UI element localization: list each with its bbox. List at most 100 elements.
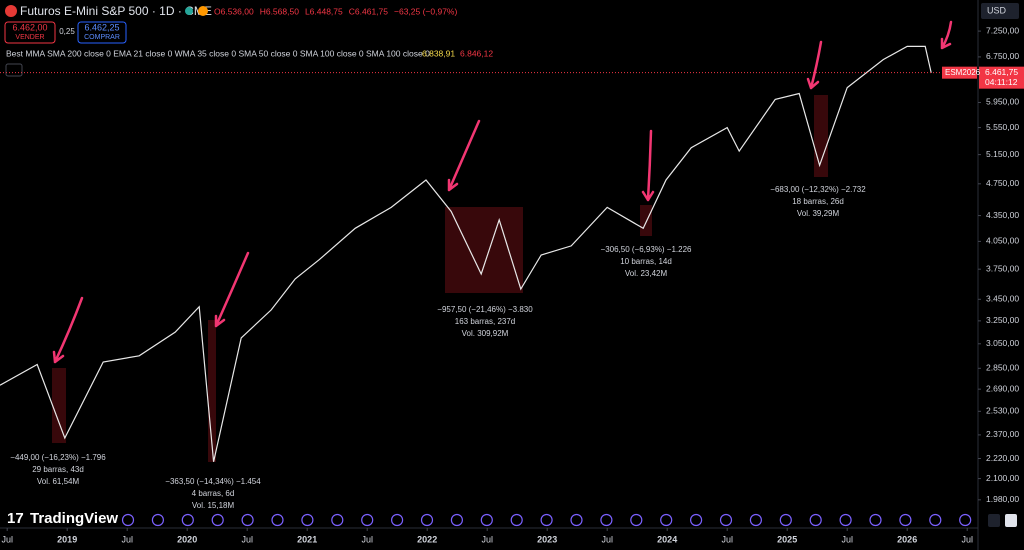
replay-icon xyxy=(450,513,463,527)
collapse-button[interactable] xyxy=(5,63,23,77)
x-tick-label: 2023 xyxy=(537,534,557,544)
drawdown-label: Vol. 39,29M xyxy=(797,209,840,218)
replay-icon xyxy=(151,513,164,527)
replay-icon xyxy=(779,513,792,527)
sell-label: VENDER xyxy=(15,34,44,41)
y-tick-label: 2.220,00 xyxy=(986,453,1019,463)
y-tick-label: 4.050,00 xyxy=(986,236,1019,246)
replay-icon xyxy=(391,513,404,527)
status-dot xyxy=(185,7,193,15)
x-tick-label: Jul xyxy=(721,534,733,544)
arrows xyxy=(52,20,953,364)
ohlc-value: L6.448,75 xyxy=(305,6,343,16)
y-tick-label: 1.980,00 xyxy=(986,494,1019,504)
y-tick-label: 5.950,00 xyxy=(986,97,1019,107)
replay-icon xyxy=(241,513,254,527)
y-tick-label: 7.250,00 xyxy=(986,25,1019,35)
replay-icon xyxy=(271,513,284,527)
drawdown-label: Vol. 23,42M xyxy=(625,269,668,278)
countdown: 04:11:12 xyxy=(985,77,1018,87)
replay-icon xyxy=(331,513,344,527)
x-tick-label: Jul xyxy=(481,534,493,544)
x-tick-label: 2024 xyxy=(657,534,677,544)
replay-icon xyxy=(121,513,135,527)
sell-price: 6.462,00 xyxy=(12,22,47,32)
y-tick-label: 5.150,00 xyxy=(986,149,1019,159)
drawdown-label: Vol. 61,54M xyxy=(37,477,80,486)
x-tick-label: Jul xyxy=(361,534,373,544)
drawdown-label: −363,50 (−14,34%) −1.454 xyxy=(165,477,261,486)
drawdown-label: 29 barras, 43d xyxy=(32,465,84,474)
drawdown-label: −683,00 (−12,32%) −2.732 xyxy=(770,185,866,194)
replay-icon xyxy=(540,513,553,527)
x-tick-label: 2020 xyxy=(177,534,197,544)
x-tick-label: Jul xyxy=(601,534,613,544)
x-tick-label: Jul xyxy=(121,534,133,544)
arrow xyxy=(52,296,84,364)
y-tick-label: 4.350,00 xyxy=(986,210,1019,220)
replay-icon xyxy=(869,513,882,527)
replay-icon xyxy=(660,513,673,527)
x-tick-label: Jul xyxy=(841,534,853,544)
spread: 0,25 xyxy=(59,27,75,36)
replay-icon xyxy=(420,513,434,527)
log-button[interactable] xyxy=(1005,514,1017,527)
ohlc-value: C6.461,75 xyxy=(349,6,388,16)
sell-button[interactable] xyxy=(4,21,56,44)
drawdown-label: Vol. 309,92M xyxy=(462,329,509,338)
brand-logo: 17 xyxy=(7,510,24,527)
chart-title: Futuros E-Mini S&P 500 · 1D · CME xyxy=(20,4,212,18)
replay-icon xyxy=(899,513,912,527)
drawdown-label: −306,50 (−6,93%) −1.226 xyxy=(601,245,693,254)
replay-icon xyxy=(749,513,763,527)
x-tick-label: Jul xyxy=(961,534,973,544)
replay-icon xyxy=(630,513,643,527)
currency-box[interactable] xyxy=(981,3,1019,19)
arrow xyxy=(214,251,250,328)
replay-icon xyxy=(929,513,942,527)
x-tick-label: Jul xyxy=(1,534,13,544)
auto-button[interactable] xyxy=(988,514,1000,527)
drawdown-label: Vol. 15,18M xyxy=(192,501,235,510)
x-tick-label: 2021 xyxy=(297,534,317,544)
brand: TradingView xyxy=(30,510,118,527)
buy-label: COMPRAR xyxy=(84,34,120,41)
replay-icon xyxy=(361,513,374,527)
currency: USD xyxy=(987,5,1007,15)
replay-icon xyxy=(809,513,822,527)
replay-icon xyxy=(211,513,224,527)
replay-icon xyxy=(480,513,493,527)
price-line xyxy=(0,45,932,462)
y-tick-label: 2.690,00 xyxy=(986,383,1019,393)
drawdown-label: −957,50 (−21,46%) −3.830 xyxy=(437,305,533,314)
last-price: 6.461,75 xyxy=(985,67,1018,77)
drawdown-label: 163 barras, 237d xyxy=(455,317,516,326)
y-tick-label: 2.370,00 xyxy=(986,429,1019,439)
x-tick-label: Jul xyxy=(241,534,253,544)
drawdown-label: −449,00 (−16,23%) −1.796 xyxy=(10,453,106,462)
replay-icon xyxy=(839,513,852,527)
indicator-value: 6.838,91 xyxy=(422,48,455,58)
ohlc-value: O6.536,00 xyxy=(214,6,254,16)
drawdown-box xyxy=(445,207,523,293)
x-tick-label: 2022 xyxy=(417,534,437,544)
symbol-box xyxy=(942,66,977,79)
symbol-logo xyxy=(5,5,17,17)
indicator-value: 6.846,12 xyxy=(460,48,493,58)
replay-icon xyxy=(510,513,523,527)
y-tick-label: 6.750,00 xyxy=(986,51,1019,61)
replay-icon xyxy=(301,513,314,527)
drawdown-label: 18 barras, 26d xyxy=(792,197,844,206)
ohlc-value: H6.568,50 xyxy=(260,6,299,16)
ohlc: O6.536,00 H6.568,50 L6.448,75 C6.461,75 −63,… xyxy=(214,6,457,16)
drawdown-box xyxy=(640,205,652,236)
arrow xyxy=(940,20,953,50)
buy-button[interactable] xyxy=(77,21,127,44)
buy-price: 6.462,25 xyxy=(84,22,119,32)
replay-icon xyxy=(600,513,613,527)
replay-icon xyxy=(959,513,972,527)
y-tick-label: 2.530,00 xyxy=(986,406,1019,416)
y-tick-label: 3.750,00 xyxy=(986,263,1019,273)
